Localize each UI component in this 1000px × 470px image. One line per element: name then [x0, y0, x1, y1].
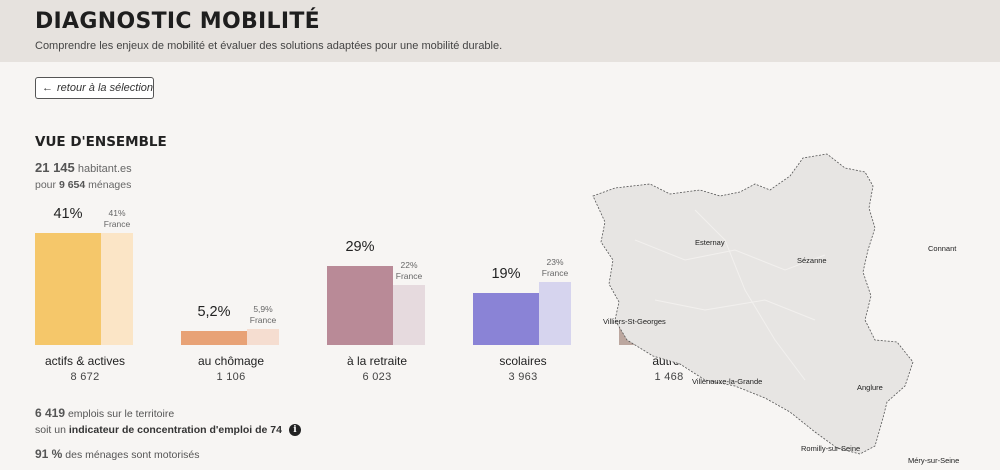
motorized-value: 91 % — [35, 447, 63, 461]
households-value: 9 654 — [58, 179, 86, 191]
city-label: Villiers-St-Georges — [603, 317, 666, 326]
category-count: 1 106 — [216, 371, 246, 383]
france-value-label: 41% France — [103, 208, 131, 229]
city-label: Anglure — [857, 383, 883, 392]
city-label: Romilly-sur-Seine — [801, 444, 860, 453]
category-count: 8 672 — [70, 371, 100, 383]
page-subtitle: Comprendre les enjeux de mobilité et éva… — [35, 40, 503, 52]
population-line: 21 145 habitant.es — [35, 160, 132, 175]
households-line: pour 9 654 ménages — [35, 179, 131, 191]
value-label: 5,2% — [197, 303, 231, 320]
back-to-selection-button[interactable]: ← retour à la sélection — [35, 77, 154, 99]
info-icon[interactable]: i — [288, 424, 301, 437]
arrow-left-icon: ← — [42, 82, 53, 94]
category-count: 3 963 — [508, 371, 538, 383]
bar-territory — [181, 330, 247, 345]
bar-france — [393, 284, 425, 345]
indicator-line: soit un indicateur de concentration d'em… — [35, 424, 301, 437]
category-count: 1 468 — [654, 371, 684, 383]
indicator-text: indicateur de concentration d'emploi de … — [68, 424, 282, 436]
bar-territory — [473, 293, 539, 345]
bar-france — [539, 282, 571, 345]
category-label: scolaires — [499, 354, 547, 368]
territory-map[interactable]: Esternay Sézanne Connant Villiers-St-Geo… — [575, 150, 1000, 470]
jobs-value: 6 419 — [35, 406, 66, 420]
page-title: DIAGNOSTIC MOBILITÉ — [35, 9, 320, 34]
jobs-text: emplois sur le territoire — [67, 408, 175, 420]
bar-france — [101, 233, 133, 345]
households-prefix: pour — [35, 179, 57, 191]
value-label: 29% — [345, 238, 375, 255]
bar-france — [247, 328, 279, 345]
motorized-text: des ménages sont motorisés — [65, 449, 200, 461]
map-roads — [634, 209, 826, 381]
population-value: 21 145 — [35, 160, 75, 175]
jobs-line: 6 419 emplois sur le territoire — [35, 406, 174, 420]
section-title: VUE D'ENSEMBLE — [35, 134, 167, 150]
value-label: 19% — [491, 266, 521, 283]
back-button-label: retour à la sélection — [57, 82, 153, 94]
city-label: Connant — [928, 244, 957, 253]
france-value-label: 23% France — [541, 257, 569, 279]
bar-territory — [35, 233, 101, 345]
city-label: Villenauxe-la-Grande — [692, 377, 762, 386]
city-label: Méry-sur-Seine — [908, 456, 959, 465]
city-label: Esternay — [695, 238, 725, 247]
france-value-label: 22% France — [395, 259, 423, 281]
indicator-prefix: soit un — [35, 424, 66, 436]
category-label: actifs & actives — [44, 354, 126, 368]
motorized-line: 91 % des ménages sont motorisés — [35, 447, 200, 461]
households-unit: ménages — [88, 179, 132, 191]
bar-territory — [327, 265, 393, 345]
category-label: à la retraite — [346, 354, 408, 368]
city-label: Sézanne — [797, 256, 827, 265]
page-header: DIAGNOSTIC MOBILITÉ Comprendre les enjeu… — [0, 0, 1000, 62]
value-label: 41% — [53, 206, 83, 222]
category-count: 6 023 — [362, 371, 392, 383]
france-value-label: 5,9% France — [249, 303, 277, 325]
category-label: au chômage — [197, 354, 265, 368]
population-unit: habitant.es — [77, 163, 132, 175]
